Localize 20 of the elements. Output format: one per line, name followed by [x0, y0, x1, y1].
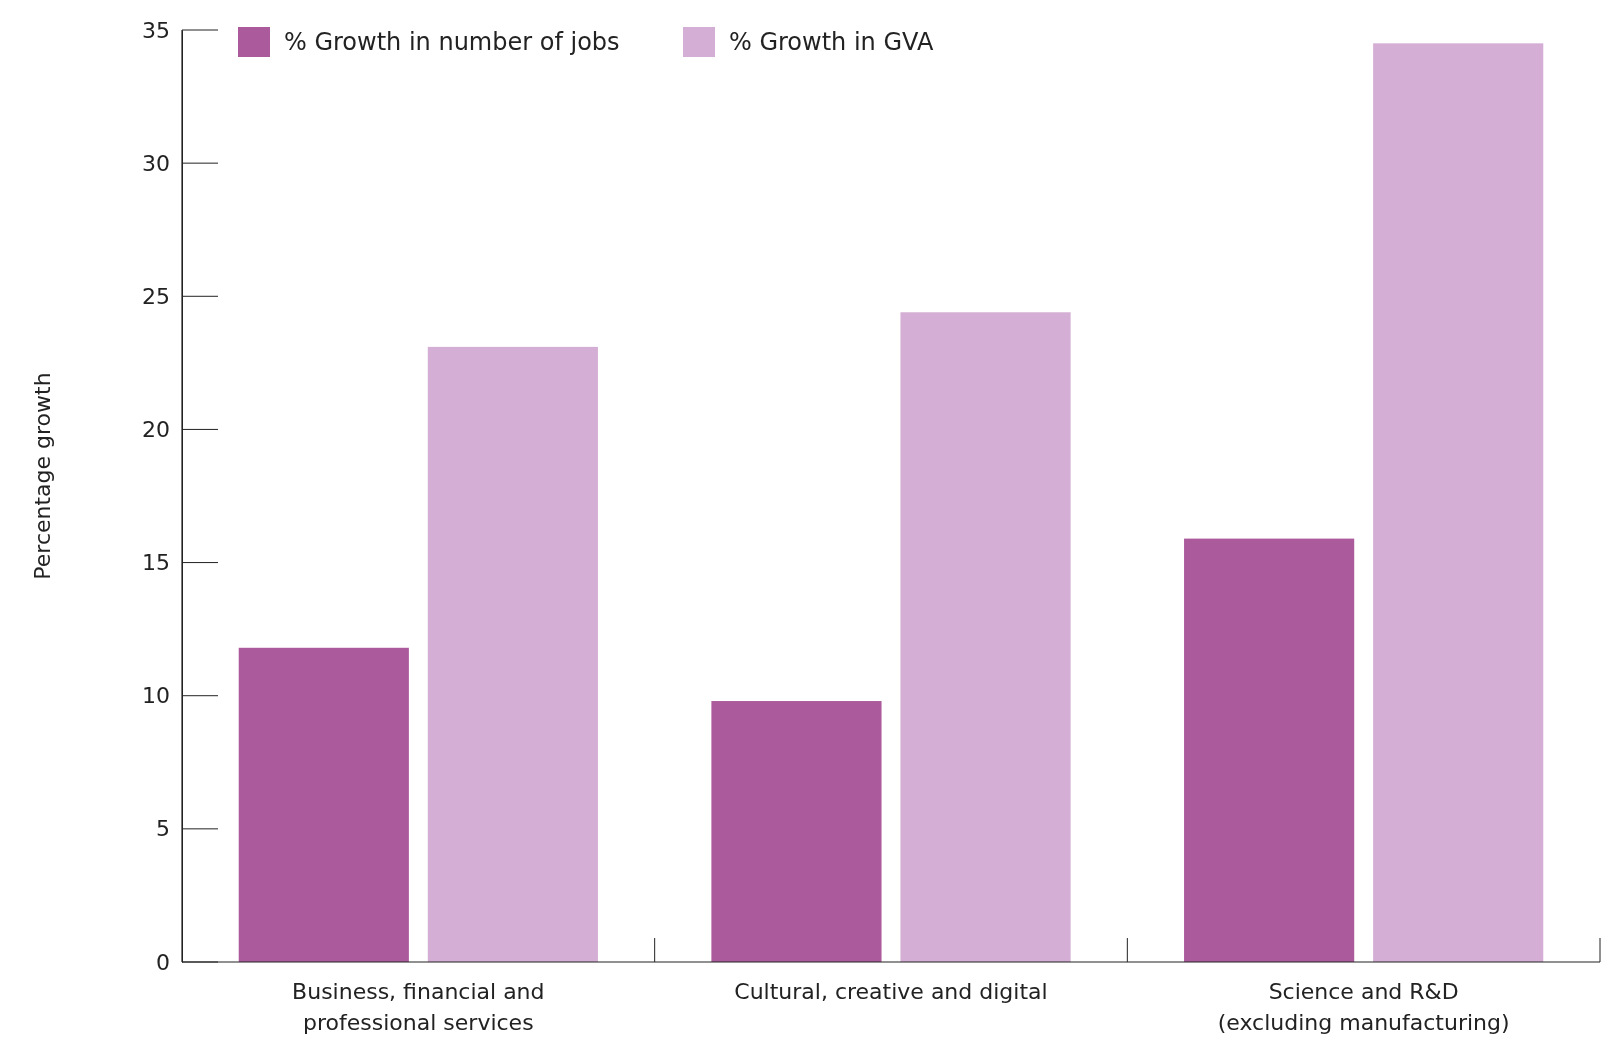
y-tick-label: 25	[142, 283, 170, 309]
y-tick-label: 0	[156, 949, 170, 975]
y-tick-label: 10	[142, 683, 170, 709]
bar	[711, 701, 882, 962]
y-tick-label: 35	[142, 17, 170, 43]
x-tick-label: Cultural, creative and digital	[733, 978, 1049, 1006]
y-tick-label: 20	[142, 416, 170, 442]
legend-label: % Growth in GVA	[729, 28, 934, 57]
bar	[900, 312, 1071, 962]
y-tick-label: 15	[142, 550, 170, 576]
x-tick-label: Science and R&D (excluding manufacturing)	[1216, 978, 1511, 1036]
y-tick-label: 30	[142, 150, 170, 176]
y-tick-label: 5	[156, 816, 170, 842]
bar	[1184, 538, 1355, 962]
bar	[238, 647, 409, 962]
legend-label: % Growth in number of jobs	[284, 28, 620, 57]
bar	[1373, 43, 1544, 962]
bar	[427, 346, 598, 962]
y-axis-title: Percentage growth	[30, 372, 55, 580]
x-tick-label: Business, financial and professional services	[291, 978, 546, 1036]
